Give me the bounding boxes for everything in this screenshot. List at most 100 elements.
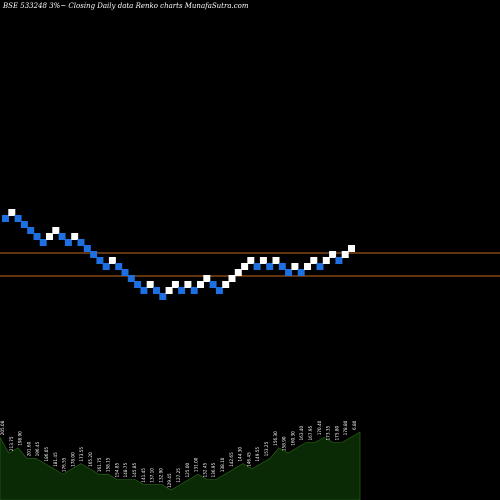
renko-brick-down [134, 281, 142, 288]
volume-area [0, 431, 361, 500]
volume-label: 170.40 [317, 420, 322, 435]
renko-bricks [2, 209, 355, 300]
renko-brick-up [304, 263, 311, 270]
renko-brick-up [341, 251, 349, 258]
renko-brick-down [278, 263, 286, 270]
renko-brick-down [20, 221, 28, 228]
renko-brick-down [127, 275, 135, 282]
renko-brick-up [247, 257, 255, 264]
renko-brick-down [27, 227, 35, 234]
volume-label: 205.08 [0, 420, 5, 435]
reference-lines [0, 252, 500, 277]
renko-brick-down [102, 263, 110, 270]
volume-label: 154.85 [114, 463, 119, 478]
renko-brick-down [58, 233, 66, 240]
volume-label: 146.45 [246, 452, 251, 467]
renko-brick-up [171, 281, 179, 288]
renko-brick-up [146, 281, 154, 288]
renko-brick-up [241, 263, 249, 270]
renko-brick-up [291, 263, 299, 270]
volume-label: 176.55 [62, 457, 67, 472]
renko-brick-down [335, 257, 343, 264]
chart-title: BSE 533248 3%~ Closing Daily data Renko … [3, 2, 249, 10]
renko-brick-up [259, 257, 267, 264]
renko-brick-down [2, 215, 9, 222]
volume-label: 132.90 [158, 468, 163, 483]
renko-brick-down [64, 239, 72, 246]
volume-label: 158.90 [282, 436, 287, 451]
volume-label: 138.10 [220, 457, 225, 472]
renko-brick-down [316, 263, 324, 270]
renko-brick-up [165, 287, 173, 294]
renko-brick-down [266, 263, 274, 270]
renko-brick-down [77, 239, 85, 246]
volume-panel [0, 431, 361, 500]
renko-brick-up [322, 257, 330, 264]
volume-label: 145.85 [132, 463, 137, 478]
renko-brick-down [215, 287, 223, 294]
renko-brick-up [8, 209, 16, 216]
volume-label: 144.30 [238, 447, 243, 462]
volume-label: 6.80 [352, 420, 357, 430]
renko-brick-down [115, 263, 123, 270]
volume-label: 213.75 [9, 436, 14, 451]
renko-brick-up [184, 281, 192, 288]
renko-brick-down [14, 215, 22, 222]
renko-brick-down [285, 269, 293, 276]
renko-brick-down [39, 239, 47, 246]
renko-brick-up [234, 269, 242, 276]
renko-brick-down [153, 287, 160, 294]
renko-brick-down [178, 287, 186, 294]
volume-label: 153.25 [264, 441, 269, 456]
renko-brick-up [46, 233, 53, 240]
volume-label: 198.90 [18, 431, 23, 446]
volume-label: 141.45 [141, 468, 146, 483]
volume-label: 156.30 [273, 431, 278, 446]
volume-label: 165.20 [88, 452, 93, 467]
volume-label: 136.95 [211, 463, 216, 478]
volume-label: 173.55 [79, 447, 84, 462]
volume-label: 178.00 [70, 452, 75, 467]
renko-brick-down [96, 257, 104, 264]
renko-brick-up [228, 275, 236, 282]
renko-brick-up [52, 227, 60, 234]
renko-brick-up [71, 233, 79, 240]
volume-label: 125.00 [185, 463, 190, 478]
renko-brick-up [310, 257, 318, 264]
renko-brick-down [83, 245, 91, 252]
volume-label: 148.75 [123, 463, 128, 478]
renko-brick-down [253, 263, 261, 270]
renko-brick-up [329, 251, 337, 258]
volume-label: 173.35 [326, 426, 331, 441]
volume-label: 137.10 [150, 468, 155, 483]
volume-label: 163.40 [299, 426, 304, 441]
volume-label: 129.45 [167, 473, 172, 488]
renko-brick-down [190, 287, 198, 294]
volume-label: 201.60 [26, 441, 31, 456]
renko-brick-down [209, 281, 217, 288]
volume-label: 149.55 [255, 447, 260, 462]
renko-brick-down [121, 269, 129, 276]
renko-brick-down [140, 287, 148, 294]
volume-label: 142.65 [229, 452, 234, 467]
volume-label: 181.45 [53, 452, 58, 467]
volume-label: 186.05 [44, 447, 49, 462]
volume-label: 175.80 [334, 426, 339, 441]
volume-label: 132.45 [202, 463, 207, 478]
renko-brick-down [33, 233, 41, 240]
renko-brick-down [90, 251, 98, 258]
volume-label: 160.30 [290, 431, 295, 446]
renko-brick-up [108, 257, 116, 264]
renko-brick-up [197, 281, 204, 288]
renko-brick-up [272, 257, 280, 264]
volume-label: 167.95 [308, 426, 313, 441]
renko-brick-up [203, 275, 211, 282]
volume-label: 127.25 [176, 468, 181, 483]
volume-label: 178.80 [343, 420, 348, 435]
volume-label: 131.00 [194, 457, 199, 472]
volume-label: 158.15 [106, 457, 111, 472]
renko-brick-down [297, 269, 305, 276]
renko-brick-down [159, 293, 167, 300]
